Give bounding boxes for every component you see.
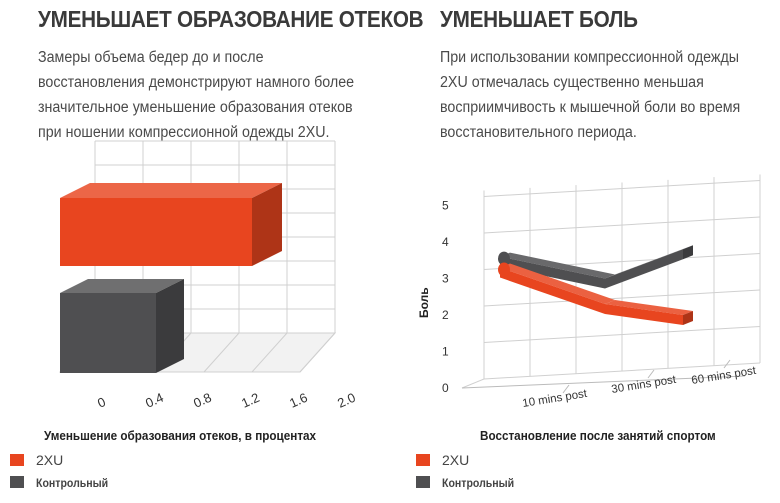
ribbon-top-face: [605, 245, 693, 279]
x-tick-label: 0.4: [143, 390, 166, 411]
grid-line: [299, 332, 336, 373]
x-tick-label: 0.8: [191, 390, 214, 411]
y-tick-label: 2: [442, 308, 449, 322]
ribbon-start-cap: [498, 262, 510, 277]
ribbon-end-cap: [683, 311, 693, 325]
edema-heading: УМЕНЬШАЕТ ОБРАЗОВАНИЕ ОТЕКОВ: [38, 6, 424, 32]
x-tick-label: 2.0: [335, 390, 358, 411]
y-tick-label: 4: [442, 235, 449, 249]
line-control: [498, 245, 693, 289]
x-tick-label: 60 mins post: [691, 365, 758, 387]
bar-front-face: [60, 293, 156, 373]
pain-chart-caption: Восстановление после занятий спортом: [480, 428, 716, 443]
y-tick-label: 5: [442, 199, 449, 213]
ribbon-front-face: [500, 267, 605, 315]
bar-side-face: [252, 183, 282, 266]
legend-label-control: Контрольный: [442, 476, 515, 490]
grid-line: [461, 378, 485, 389]
y-axis-label: Боль: [417, 287, 431, 318]
ribbon-front-face: [605, 249, 683, 289]
legend-swatch-control: [10, 476, 24, 488]
pain-line-chart: 0 1 2 3 4 5 Боль 10 mins post 30 mins post 60 min…: [417, 174, 761, 410]
edema-panel: УМЕНЬШАЕТ ОБРАЗОВАНИЕ ОТЕКОВ Замеры объе…: [10, 6, 424, 490]
legend-swatch-control: [416, 476, 430, 488]
y-tick-label: 0: [442, 381, 449, 395]
x-tick-label: 30 mins post: [611, 374, 678, 396]
y-tick-label: 3: [442, 272, 449, 286]
pain-heading: УМЕНЬШАЕТ БОЛЬ: [440, 6, 638, 32]
edema-chart-caption: Уменьшение образования отеков, в процент…: [44, 428, 317, 443]
bar-top-face: [60, 183, 282, 198]
tick-mark: [723, 359, 731, 369]
legend-swatch-2xu: [416, 454, 430, 466]
x-tick-label: 1.2: [239, 390, 262, 411]
x-tick-label: 0: [95, 394, 108, 411]
y-tick-label: 1: [442, 345, 449, 359]
line-2xu: [498, 262, 693, 325]
axis-line: [461, 375, 746, 389]
x-tick-label: 10 mins post: [522, 388, 589, 410]
x-tick-label: 1.6: [287, 390, 310, 411]
ribbon-start-cap: [498, 251, 510, 266]
bar-side-face: [156, 279, 184, 373]
bar-top-face: [60, 279, 184, 293]
bar-front-face: [60, 198, 252, 266]
ribbon-top-face: [500, 252, 615, 279]
tick-mark: [562, 384, 570, 394]
legend-label-2xu: 2XU: [442, 452, 470, 468]
ribbon-front-face: [605, 304, 683, 325]
tick-mark: [647, 369, 655, 379]
grid-line: [251, 332, 288, 373]
pain-description: При использовании компрессионной одежды …: [440, 49, 741, 141]
legend-swatch-2xu: [10, 454, 24, 466]
ribbon-top-face: [500, 263, 615, 305]
ribbon-end-cap: [683, 245, 693, 260]
ribbon-top-face: [605, 300, 693, 315]
grid-floor: [461, 375, 746, 389]
legend-label-2xu: 2XU: [36, 452, 64, 468]
pain-panel: УМЕНЬШАЕТ БОЛЬ При использовании компрес…: [400, 0, 780, 503]
legend-label-control: Контрольный: [36, 476, 109, 490]
bar-control: [60, 279, 184, 373]
bar-2xu: [60, 183, 282, 266]
edema-bar-chart: 0 0.4 0.8 1.2 1.6 2.0: [58, 140, 358, 411]
grid-line: [203, 332, 240, 373]
edema-description: Замеры объема бедер до и после восстанов…: [38, 49, 355, 141]
ribbon-front-face: [500, 256, 605, 289]
